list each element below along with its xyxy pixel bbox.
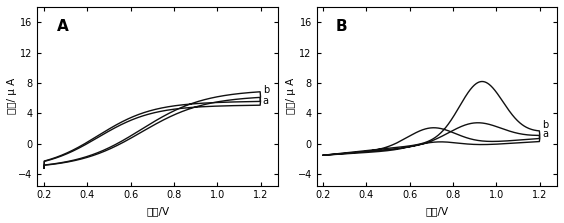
Text: a: a bbox=[263, 96, 268, 106]
Text: a: a bbox=[542, 129, 548, 139]
X-axis label: 电势/V: 电势/V bbox=[146, 206, 169, 216]
Text: b: b bbox=[542, 120, 548, 130]
Text: B: B bbox=[336, 19, 347, 34]
X-axis label: 电势/V: 电势/V bbox=[425, 206, 448, 216]
Text: A: A bbox=[56, 19, 68, 34]
Text: b: b bbox=[263, 85, 269, 95]
Y-axis label: 电流/ μ A: 电流/ μ A bbox=[7, 78, 17, 114]
Y-axis label: 电流/ μ A: 电流/ μ A bbox=[286, 78, 296, 114]
